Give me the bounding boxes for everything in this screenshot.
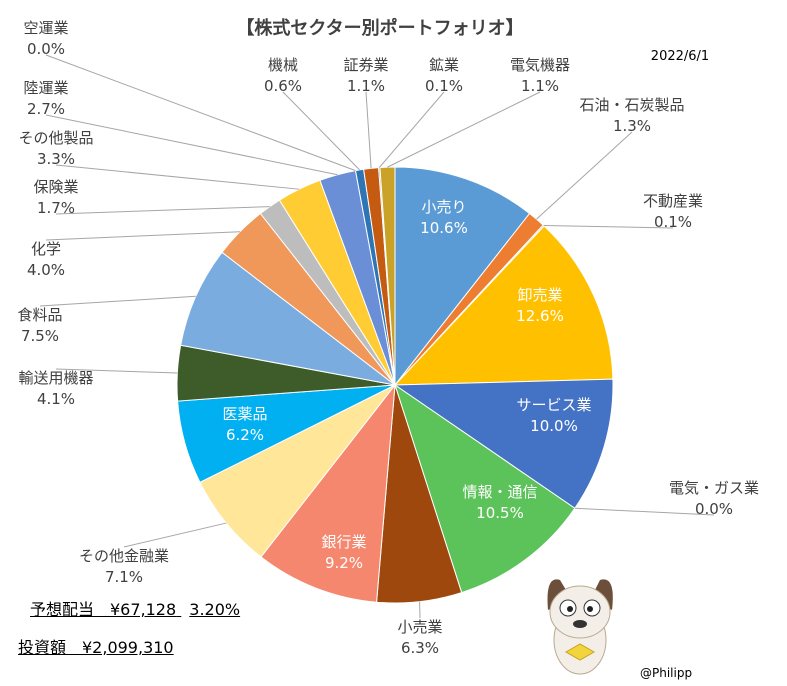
slice-5-value: 0.0% xyxy=(695,500,733,518)
slice-0-value: 10.6% xyxy=(420,219,468,237)
slice-19-leader xyxy=(365,91,372,169)
slice-12-leader xyxy=(39,295,196,307)
dividend-amount: 予想配当 ¥67,128 xyxy=(30,600,177,619)
slice-8-label: 銀行業 xyxy=(321,533,366,551)
slice-17-label: 空運業 xyxy=(23,19,68,37)
slice-2-value: 0.1% xyxy=(654,213,692,231)
slice-20-leader xyxy=(378,91,445,168)
mascot-illustration xyxy=(547,579,613,675)
slice-13-label: 化学 xyxy=(31,240,61,258)
slice-4 xyxy=(393,378,614,509)
slice-18-value: 0.6% xyxy=(264,77,302,95)
slice-8 xyxy=(260,383,396,603)
dividend-yield: 3.20% xyxy=(189,600,241,619)
slice-21-leader xyxy=(387,91,541,168)
slice-14-label: 保険業 xyxy=(33,178,78,196)
slice-15-label: その他製品 xyxy=(18,129,93,147)
slice-6-label: 情報・通信 xyxy=(462,483,537,501)
slice-13-leader xyxy=(45,231,241,241)
slice-20-value: 0.1% xyxy=(425,77,463,95)
expected-dividend: 予想配当 ¥67,128 3.20% xyxy=(30,596,240,620)
slice-3 xyxy=(393,225,614,386)
slice-10-value: 6.2% xyxy=(226,426,264,444)
slice-6 xyxy=(394,383,576,594)
slice-18-label: 機械 xyxy=(268,56,298,74)
slice-2-leader xyxy=(543,225,674,229)
slice-5-label: 電気・ガス業 xyxy=(669,479,759,497)
slice-7-label: 小売業 xyxy=(397,618,442,636)
slice-13-value: 4.0% xyxy=(27,261,65,279)
slice-12 xyxy=(180,251,396,386)
slice-9-leader xyxy=(123,522,227,548)
slice-14-leader xyxy=(55,206,270,215)
slice-3-label: 卸売業 xyxy=(517,286,562,304)
slice-15-value: 3.3% xyxy=(37,150,75,168)
slice-3-value: 12.6% xyxy=(516,307,564,325)
slice-4-value: 10.0% xyxy=(530,417,578,435)
slice-7-value: 6.3% xyxy=(401,639,439,657)
slice-0 xyxy=(394,166,531,387)
slice-2-label: 不動産業 xyxy=(643,192,703,210)
slice-17-value: 0.0% xyxy=(27,40,65,58)
slice-15-leader xyxy=(55,164,300,190)
slice-16-label: 陸運業 xyxy=(23,79,68,97)
slice-21-label: 電気機器 xyxy=(510,56,570,74)
chart-title: 【株式セクター別ポートフォリオ】 xyxy=(236,17,523,39)
credit-text: @Philipp xyxy=(640,666,693,680)
investment-amount: 投資額 ¥2,099,310 xyxy=(18,638,174,657)
chart-date: 2022/6/1 xyxy=(651,49,709,64)
leader-lines xyxy=(39,54,715,619)
slice-1-leader xyxy=(536,131,633,220)
slice-11-leader xyxy=(55,368,178,374)
slice-18-leader xyxy=(282,91,360,171)
slice-14-value: 1.7% xyxy=(37,199,75,217)
slice-4-label: サービス業 xyxy=(516,396,591,414)
slice-21-value: 1.1% xyxy=(521,77,559,95)
slice-8-value: 9.2% xyxy=(325,554,363,572)
slice-6-value: 10.5% xyxy=(476,504,524,522)
slice-11-value: 4.1% xyxy=(37,390,75,408)
slice-9-value: 7.1% xyxy=(105,568,143,586)
slice-11-label: 輸送用機器 xyxy=(18,369,93,387)
slice-19-value: 1.1% xyxy=(347,77,385,95)
slice-12-value: 7.5% xyxy=(21,327,59,345)
slice-16-leader xyxy=(45,114,338,176)
slice-12-label: 食料品 xyxy=(17,306,62,324)
slice-20-label: 鉱業 xyxy=(429,56,459,74)
slice-1-value: 1.3% xyxy=(613,117,651,135)
slice-19-label: 証券業 xyxy=(343,56,388,74)
slice-10-label: 医薬品 xyxy=(222,405,267,423)
slice-labels: 小売り 10.6% 石油・石炭製品 1.3% 不動産業 0.1% 卸売業 12.6% サービス業… xyxy=(17,19,759,657)
slice-1-label: 石油・石炭製品 xyxy=(579,96,684,114)
slice-16-value: 2.7% xyxy=(27,100,65,118)
pie-slices xyxy=(176,166,614,604)
slice-5-leader xyxy=(574,507,715,516)
slice-9-label: その他金融業 xyxy=(79,547,169,565)
slice-0-label: 小売り xyxy=(421,198,466,216)
slice-17-leader xyxy=(45,54,356,172)
